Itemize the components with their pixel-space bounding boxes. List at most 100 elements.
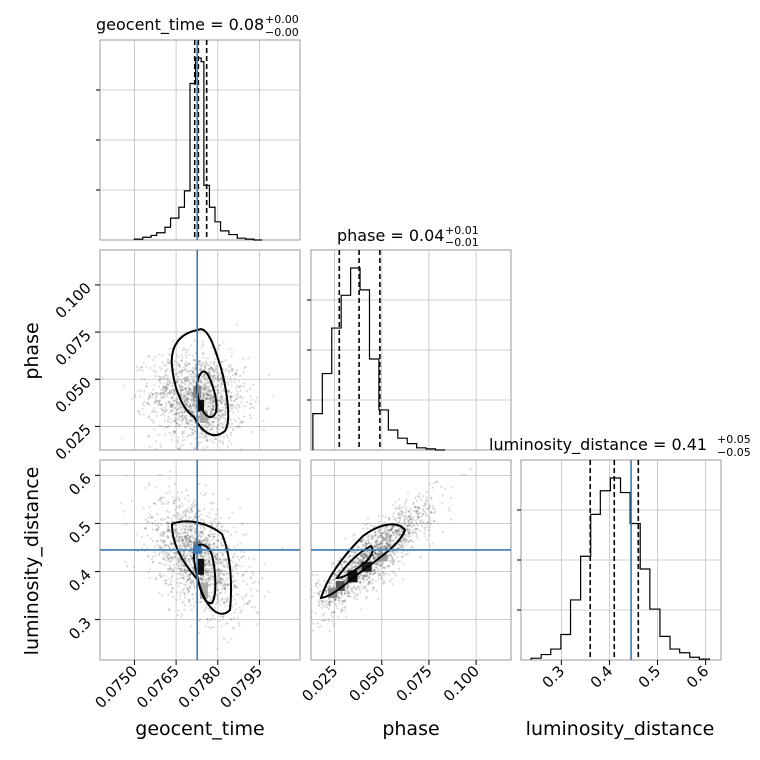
sample-point [366, 556, 369, 559]
sample-point [383, 545, 386, 548]
sample-point [206, 394, 210, 397]
sample-point [365, 555, 368, 558]
sample-point [163, 558, 166, 561]
sample-point [202, 383, 205, 386]
ylabel-phase: phase [21, 322, 43, 379]
sample-point [207, 560, 210, 563]
sample-point [147, 571, 150, 574]
sample-point [234, 608, 237, 611]
sample-point [193, 373, 197, 376]
sample-point [331, 586, 334, 589]
sample-point [390, 550, 394, 553]
sample-point [337, 570, 341, 573]
sample-point [189, 391, 192, 394]
sample-point [177, 609, 180, 612]
sample-point [204, 363, 207, 366]
sample-point [208, 395, 212, 399]
sample-point [374, 550, 377, 553]
sample-point [219, 615, 223, 618]
sample-point [207, 559, 211, 562]
sample-point [360, 556, 363, 559]
sample-point [406, 538, 409, 542]
sample-point [211, 583, 214, 586]
sample-point [168, 564, 171, 568]
sample-point [399, 544, 402, 548]
sample-point [231, 605, 234, 608]
sample-point [235, 372, 238, 376]
sample-point [207, 583, 210, 586]
sample-point [181, 564, 184, 567]
sample-point [206, 408, 209, 411]
sample-point [182, 443, 185, 446]
sample-point [357, 559, 360, 562]
sample-point [192, 428, 195, 431]
sample-point [166, 527, 169, 530]
sample-point [233, 586, 236, 590]
sample-point [192, 432, 195, 435]
sample-point [186, 587, 189, 590]
sample-point [209, 366, 213, 369]
sample-point [170, 574, 173, 577]
sample-point [379, 546, 383, 550]
sample-point [171, 557, 174, 560]
sample-point [359, 567, 362, 570]
sample-point [219, 392, 222, 395]
sample-point [192, 370, 195, 373]
sample-point [145, 365, 148, 368]
sample-point [238, 406, 241, 409]
sample-point [203, 435, 206, 439]
sample-point [159, 534, 162, 537]
sample-point [180, 538, 184, 541]
sample-point [365, 597, 368, 600]
sample-point [389, 534, 392, 537]
sample-point [166, 525, 170, 528]
sample-point [142, 543, 146, 546]
sample-point [328, 603, 331, 606]
sample-point [390, 525, 393, 528]
sample-point [179, 389, 182, 392]
sample-point [375, 537, 378, 540]
sample-point [197, 362, 200, 365]
sample-point [189, 541, 192, 544]
sample-point [323, 605, 326, 608]
sample-point [208, 423, 211, 426]
sample-point [344, 578, 347, 581]
sample-point [209, 535, 212, 538]
sample-point [391, 527, 394, 530]
sample-point [198, 534, 201, 537]
sample-point [428, 519, 431, 522]
sample-point [408, 531, 411, 534]
sample-point [191, 369, 195, 372]
sample-point [199, 577, 202, 581]
sample-point [220, 577, 224, 580]
sample-point [404, 514, 407, 517]
sample-point [412, 540, 415, 543]
sample-point [408, 528, 411, 531]
sample-point [398, 534, 401, 537]
sample-point [174, 498, 178, 501]
sample-point [209, 627, 213, 630]
sample-point [212, 395, 216, 398]
sample-point [423, 502, 427, 505]
sample-point [171, 434, 174, 437]
sample-point [241, 574, 244, 577]
sample-point [386, 554, 389, 558]
sample-point [222, 388, 225, 391]
sample-point [190, 392, 194, 395]
sample-point [241, 421, 244, 424]
sample-point [184, 399, 187, 402]
sample-point [224, 410, 227, 413]
sample-point [199, 368, 202, 371]
sample-point [193, 534, 196, 537]
sample-point [219, 558, 222, 561]
sample-point [366, 522, 369, 526]
sample-point [202, 394, 205, 397]
sample-point [313, 591, 316, 595]
sample-point [185, 554, 188, 558]
sample-point [377, 535, 380, 538]
sample-point [155, 448, 158, 450]
sample-point [193, 523, 196, 526]
sample-point [184, 383, 187, 386]
sample-point [188, 573, 191, 576]
sample-point [200, 539, 203, 542]
